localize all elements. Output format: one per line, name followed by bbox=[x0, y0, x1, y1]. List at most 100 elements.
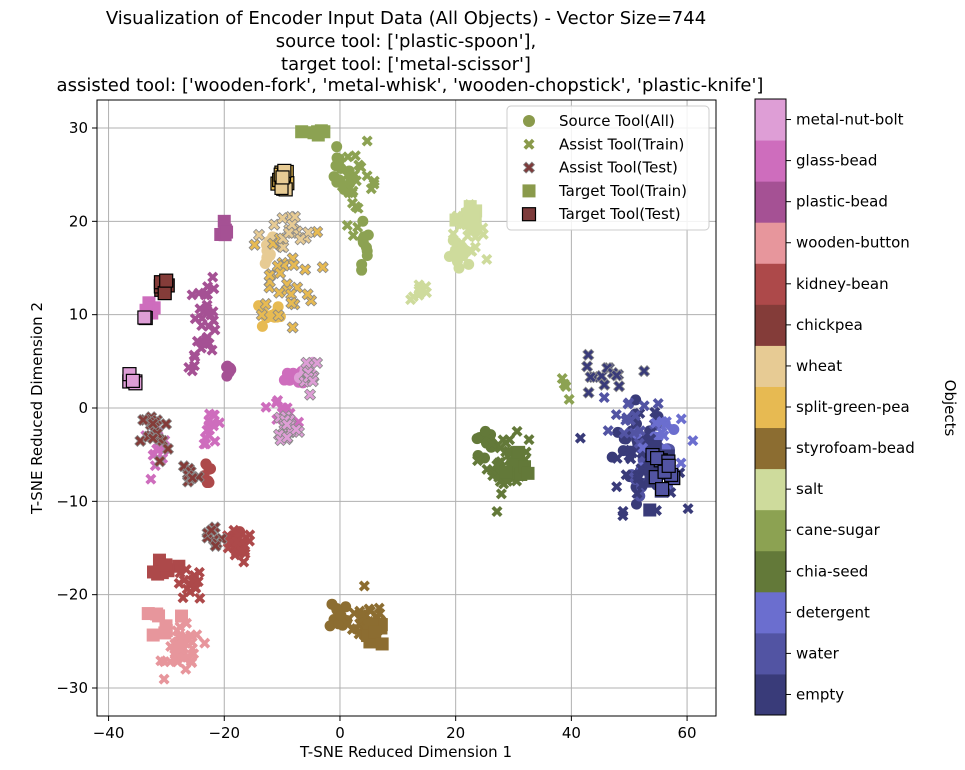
assist-test-point bbox=[581, 360, 594, 373]
colorbar-segment bbox=[755, 345, 786, 387]
assist-train-point bbox=[574, 432, 586, 444]
assist-test-point bbox=[282, 226, 295, 239]
target-train-point bbox=[159, 558, 173, 572]
assist-train-point bbox=[481, 463, 493, 475]
assist-train-point bbox=[192, 576, 204, 588]
source-point bbox=[256, 320, 268, 332]
target-train-point bbox=[295, 125, 309, 139]
colorbar-segment bbox=[755, 181, 786, 223]
assist-train-point bbox=[353, 159, 365, 171]
y-tick-label: 20 bbox=[69, 212, 88, 230]
x-tick-label: 40 bbox=[562, 724, 581, 742]
legend-label: Assist Tool(Test) bbox=[559, 159, 678, 177]
assist-train-point bbox=[635, 463, 647, 475]
colorbar-segment bbox=[755, 632, 786, 675]
assist-train-point bbox=[186, 289, 198, 301]
target-train-point bbox=[147, 565, 161, 579]
assist-train-point bbox=[652, 398, 664, 410]
colorbar-tick-label: styrofoam-bead bbox=[796, 439, 915, 457]
assist-train-point bbox=[598, 392, 610, 404]
assist-test-point bbox=[153, 455, 166, 468]
x-tick-label: 20 bbox=[446, 724, 465, 742]
source-point bbox=[335, 609, 347, 621]
assist-test-point bbox=[582, 348, 595, 361]
target-train-point bbox=[172, 559, 186, 573]
assist-train-point bbox=[260, 401, 272, 413]
assist-test-point bbox=[288, 210, 302, 223]
y-tick-label: −10 bbox=[56, 492, 88, 510]
assist-test-point bbox=[299, 263, 312, 276]
title-line-4: assisted tool: ['wooden-fork', 'metal-wh… bbox=[57, 75, 764, 96]
assist-test-point bbox=[134, 434, 147, 448]
assist-train-point bbox=[675, 457, 687, 469]
colorbar-tick-label: cane-sugar bbox=[796, 521, 881, 539]
assist-train-point bbox=[633, 471, 645, 483]
source-point bbox=[361, 249, 373, 261]
assist-train-point bbox=[611, 481, 623, 493]
assist-train-point bbox=[199, 289, 211, 301]
assist-train-point bbox=[193, 566, 205, 578]
assist-train-point bbox=[602, 425, 614, 437]
assist-train-point bbox=[373, 602, 385, 614]
assist-train-point bbox=[199, 637, 211, 649]
assist-test-point bbox=[263, 269, 276, 282]
source-point bbox=[360, 241, 372, 253]
assist-train-point bbox=[201, 299, 213, 311]
title-line-2: source tool: ['plastic-spoon'], bbox=[276, 31, 537, 52]
colorbar-tick-label: water bbox=[796, 644, 840, 662]
assist-train-point bbox=[205, 309, 217, 321]
target-train-point bbox=[152, 609, 166, 623]
assist-train-point bbox=[620, 469, 632, 481]
assist-train-point bbox=[333, 153, 345, 165]
target-test-point bbox=[661, 458, 676, 473]
y-axis-label: T-SNE Reduced Dimension 2 bbox=[28, 302, 46, 515]
assist-test-point bbox=[268, 218, 281, 231]
title-line-1: Visualization of Encoder Input Data (All… bbox=[106, 8, 706, 29]
assist-train-point bbox=[358, 580, 370, 592]
assist-train-point bbox=[622, 398, 634, 410]
assist-train-point bbox=[491, 459, 503, 471]
assist-train-point bbox=[449, 245, 461, 257]
assist-test-point bbox=[285, 296, 298, 309]
assist-test-point bbox=[186, 471, 199, 485]
assist-train-point bbox=[618, 427, 630, 439]
assist-train-point bbox=[420, 281, 432, 293]
assist-train-point bbox=[611, 452, 623, 464]
title-line-3: target tool: ['metal-scissor'] bbox=[281, 54, 531, 75]
assist-train-point bbox=[675, 413, 687, 425]
assist-test-point bbox=[146, 432, 160, 445]
assist-train-point bbox=[208, 283, 220, 295]
source-point bbox=[224, 362, 236, 374]
assist-train-point bbox=[206, 344, 218, 356]
assist-train-point bbox=[145, 473, 157, 485]
assist-train-point bbox=[624, 444, 636, 456]
scatter-points bbox=[122, 124, 699, 685]
assist-train-point bbox=[638, 400, 650, 412]
assist-train-point bbox=[191, 335, 203, 347]
legend-label: Source Tool(All) bbox=[559, 112, 675, 130]
assist-train-point bbox=[466, 245, 478, 257]
target-train-point bbox=[314, 124, 328, 138]
assist-train-point bbox=[523, 434, 535, 446]
target-test-point bbox=[137, 310, 152, 325]
target-train-point bbox=[462, 216, 476, 230]
target-train-point bbox=[220, 225, 234, 239]
source-point bbox=[630, 394, 642, 406]
target-train-point bbox=[159, 619, 173, 633]
assist-test-point bbox=[287, 259, 300, 272]
source-point bbox=[356, 264, 368, 276]
target-train-point bbox=[375, 637, 389, 651]
source-point bbox=[333, 618, 345, 630]
x-tick-label: −40 bbox=[93, 724, 125, 742]
assist-test-point bbox=[255, 308, 268, 322]
x-tick-label: −20 bbox=[208, 724, 240, 742]
assist-train-point bbox=[336, 180, 348, 192]
assist-train-point bbox=[617, 510, 629, 522]
assist-test-point bbox=[209, 539, 222, 553]
source-point bbox=[340, 601, 352, 613]
target-test-point bbox=[159, 273, 174, 288]
assist-train-point bbox=[347, 230, 359, 242]
y-tick-label: −20 bbox=[56, 586, 88, 604]
assist-train-point bbox=[560, 381, 572, 393]
legend-marker-circle bbox=[523, 115, 535, 127]
